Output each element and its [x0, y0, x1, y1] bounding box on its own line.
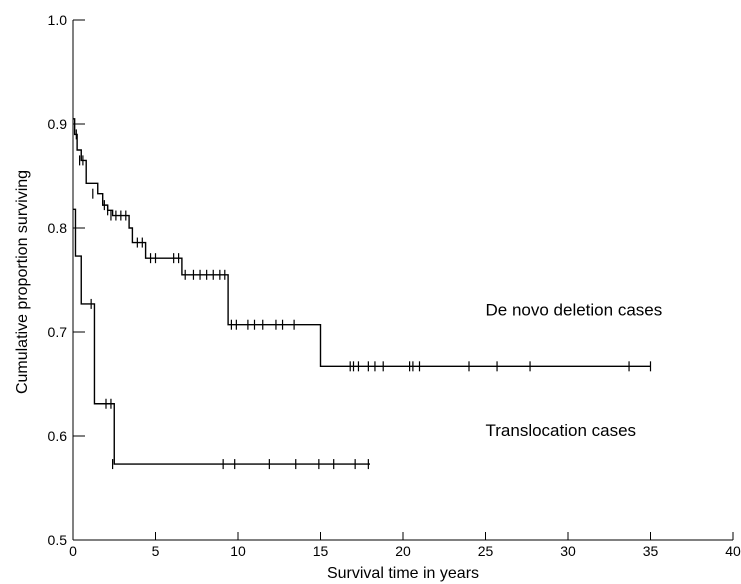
x-tick-label: 40: [725, 543, 741, 559]
annotations: De novo deletion cases Translocation case…: [486, 300, 663, 440]
x-tick-label: 30: [560, 543, 576, 559]
series-annotation: Translocation cases: [486, 421, 637, 440]
survival-curve: [73, 118, 651, 368]
x-tick-label: 10: [230, 543, 246, 559]
series-layer: [73, 118, 652, 470]
y-tick-label: 0.5: [48, 532, 68, 548]
series-1: [73, 208, 370, 470]
x-tick-label: 5: [152, 543, 160, 559]
x-tick-label: 15: [313, 543, 329, 559]
y-tick-label: 1.0: [48, 12, 68, 28]
y-tick-label: 0.7: [48, 324, 68, 340]
series-0: [73, 118, 652, 372]
x-tick-label: 0: [69, 543, 77, 559]
y-tick-label: 0.9: [48, 116, 68, 132]
y-tick-label: 0.8: [48, 220, 68, 236]
x-tick-label: 25: [478, 543, 494, 559]
x-tick-label: 35: [643, 543, 659, 559]
x-tick-label: 20: [395, 543, 411, 559]
survival-curve: [73, 208, 370, 465]
x-axis-title: Survival time in years: [327, 565, 479, 582]
y-axis-title: Cumulative proportion surviving: [14, 170, 31, 394]
y-tick-label: 0.6: [48, 428, 68, 444]
axes: 0 5 10 15 20 25 30 35 40 0.5 0.6 0.7 0.8 0.9 1.0: [48, 12, 741, 559]
series-annotation: De novo deletion cases: [486, 300, 663, 319]
